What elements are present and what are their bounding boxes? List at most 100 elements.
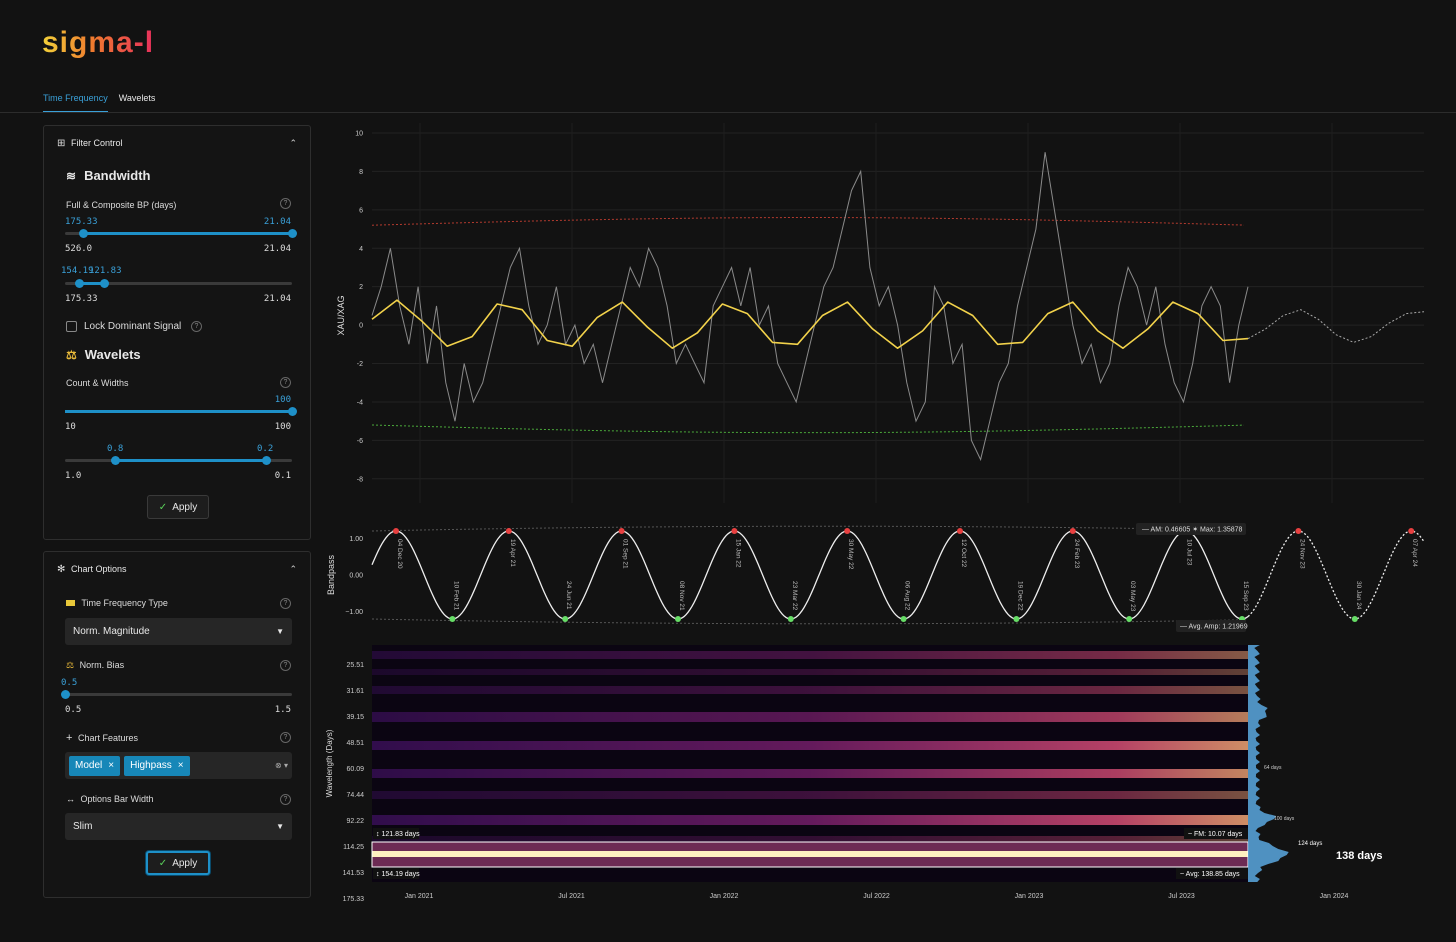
heatmap-ytick-label: 25.51 bbox=[346, 662, 364, 669]
chevron-up-icon[interactable]: ⌃ bbox=[289, 563, 297, 574]
bp-slider1-high-handle[interactable] bbox=[288, 229, 297, 238]
peak-date-label: 10 Jul 23 bbox=[1186, 539, 1193, 566]
histogram-label: 124 days bbox=[1298, 841, 1322, 847]
heatmap-ytick-label: 60.09 bbox=[346, 766, 364, 773]
price-ytick-label: -4 bbox=[357, 399, 363, 406]
chip-highpass[interactable]: Highpass × bbox=[124, 755, 190, 776]
trough-marker bbox=[1126, 616, 1133, 622]
help-icon[interactable]: ? bbox=[280, 660, 291, 671]
waves-icon: ≋ bbox=[66, 168, 77, 183]
bp-slider1[interactable] bbox=[65, 229, 297, 238]
bandwidth-section-title: ≋ Bandwidth bbox=[66, 168, 151, 183]
heatmap-xtick-label: Jul 2023 bbox=[1168, 893, 1195, 900]
bp-slider2[interactable] bbox=[65, 279, 292, 288]
trough-date-label: 06 Aug 22 bbox=[904, 581, 911, 611]
tf-type-select[interactable]: Norm. Magnitude ▼ bbox=[65, 618, 292, 645]
bandpass-wave-line bbox=[371, 530, 1249, 620]
chevron-up-icon[interactable]: ⌃ bbox=[289, 137, 297, 148]
peak-marker bbox=[731, 528, 738, 534]
help-icon[interactable]: ? bbox=[280, 377, 291, 388]
peak-date-label: 15 Jan 22 bbox=[734, 539, 741, 568]
count-slider-handle[interactable] bbox=[288, 407, 297, 416]
heatmap-row bbox=[372, 791, 1248, 799]
chart-options-panel: ✻ Chart Options ⌃ Time Frequency Type ? … bbox=[43, 551, 311, 898]
bp-slider1-high-value: 21.04 bbox=[263, 217, 291, 227]
norm-bias-slider[interactable] bbox=[61, 690, 292, 699]
peak-date-label: 19 Apr 21 bbox=[509, 539, 516, 567]
count-slider-value: 100 bbox=[274, 395, 291, 405]
avg-label: ~ Avg: 138.85 days bbox=[1180, 871, 1240, 878]
lock-dominant-checkbox[interactable] bbox=[66, 321, 77, 332]
heatmap-row bbox=[372, 741, 1248, 750]
close-icon[interactable]: × bbox=[177, 760, 184, 771]
peak-marker bbox=[618, 528, 625, 534]
price-ytick-label: 6 bbox=[359, 207, 363, 214]
chart-apply-button[interactable]: ✓ Apply bbox=[146, 851, 210, 875]
peak-marker bbox=[505, 528, 512, 534]
heatmap-ytick-label: 39.15 bbox=[346, 714, 364, 721]
price-series-line bbox=[371, 152, 1249, 462]
plus-icon: + bbox=[66, 732, 73, 744]
heatmap-ytick-label: 114.25 bbox=[343, 844, 364, 851]
heatmap-ytick-label: 48.51 bbox=[346, 740, 364, 747]
help-icon[interactable]: ? bbox=[280, 732, 291, 743]
bp-slider2-high-value: 121.83 bbox=[89, 266, 122, 276]
peak-date-label: 24 Nov 23 bbox=[1298, 539, 1305, 569]
tab-time-frequency[interactable]: Time Frequency bbox=[43, 93, 108, 112]
heatmap-row bbox=[372, 669, 1248, 675]
heatmap-xtick-label: Jan 2021 bbox=[405, 893, 434, 900]
upper-envelope-line bbox=[371, 217, 1245, 226]
chart-options-header[interactable]: ✻ Chart Options ⌃ bbox=[44, 552, 310, 586]
count-slider[interactable] bbox=[65, 407, 297, 416]
tab-bar: Time Frequency Wavelets bbox=[43, 93, 155, 112]
width-slider[interactable] bbox=[65, 456, 292, 465]
close-icon[interactable]: × bbox=[108, 760, 115, 771]
help-icon[interactable]: ? bbox=[280, 598, 291, 609]
tab-wavelets[interactable]: Wavelets bbox=[118, 93, 156, 103]
bp-slider1-low-value: 175.33 bbox=[65, 217, 98, 227]
bp-slider2-low-handle[interactable] bbox=[75, 279, 84, 288]
heatmap-row bbox=[372, 769, 1248, 778]
heatmap-xtick-label: Jan 2023 bbox=[1015, 893, 1044, 900]
band-lower-label: ↕ 154.19 days bbox=[376, 871, 420, 878]
chart-features-select[interactable]: Model × Highpass × ⊗ ▾ bbox=[65, 752, 292, 779]
heatmap-row bbox=[372, 651, 1248, 659]
bp-slider1-min-label: 526.0 bbox=[65, 244, 93, 254]
check-icon: ✓ bbox=[158, 501, 168, 513]
norm-bias-handle[interactable] bbox=[61, 690, 70, 699]
wavelets-label: Count & Widths bbox=[66, 378, 129, 388]
filter-control-header[interactable]: ⊞ Filter Control ⌃ bbox=[44, 126, 310, 160]
trough-date-label: 08 Nov 21 bbox=[678, 581, 685, 611]
band-upper-box bbox=[373, 828, 419, 839]
charts-svg[interactable]: 10 8 6 4 2 0 -2 -4 -6 -8 XAU/XAG 1.00 0.00 −1.00 Bandp… bbox=[320, 118, 1456, 918]
width-slider-max-label: 0.1 bbox=[274, 471, 291, 481]
width-slider-low-handle[interactable] bbox=[111, 456, 120, 465]
band-upper-label: ↕ 121.83 days bbox=[376, 831, 420, 838]
dominant-cycle-label: 138 days bbox=[1336, 850, 1382, 862]
chip-model[interactable]: Model × bbox=[69, 755, 121, 776]
peak-marker bbox=[1069, 528, 1076, 534]
bar-width-select[interactable]: Slim ▼ bbox=[65, 813, 292, 840]
trough-date-label: 24 Jun 21 bbox=[565, 581, 572, 610]
histogram-label: 64 days bbox=[1264, 765, 1282, 771]
help-icon[interactable]: ? bbox=[191, 321, 202, 332]
heatmap-ytick-label: 141.53 bbox=[343, 870, 365, 877]
bandpass-ylabel: Bandpass bbox=[326, 554, 336, 595]
peak-marker bbox=[393, 528, 399, 534]
clear-caret-icon[interactable]: ⊗ ▾ bbox=[275, 761, 288, 770]
bp-slider2-high-handle[interactable] bbox=[100, 279, 109, 288]
price-ytick-label: -2 bbox=[357, 361, 363, 368]
help-icon[interactable]: ? bbox=[280, 198, 291, 209]
width-slider-high-handle[interactable] bbox=[262, 456, 271, 465]
check-icon: ✓ bbox=[158, 857, 168, 869]
filter-apply-button[interactable]: ✓ Apply bbox=[147, 495, 209, 519]
am-max-label: — AM: 0.46605 ✶ Max: 1.35878 bbox=[1142, 526, 1243, 534]
price-ytick-label: 2 bbox=[359, 284, 363, 291]
price-ytick-label: 10 bbox=[355, 131, 363, 138]
bp-slider1-low-handle[interactable] bbox=[79, 229, 88, 238]
help-icon[interactable]: ? bbox=[280, 794, 291, 805]
trough-marker bbox=[1351, 616, 1358, 622]
count-slider-max-label: 100 bbox=[274, 422, 291, 432]
bandpass-upper-envelope bbox=[371, 525, 1249, 532]
band-lower-box bbox=[373, 868, 419, 879]
